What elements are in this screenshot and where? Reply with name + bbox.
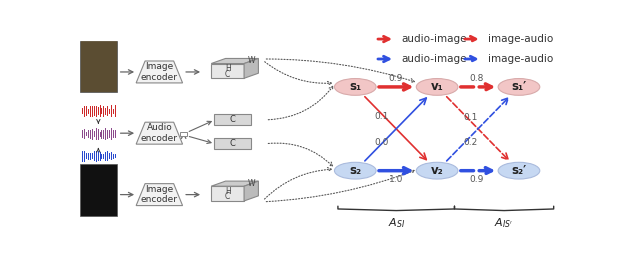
Text: s₂′: s₂′ <box>511 164 527 177</box>
Text: Image
encoder: Image encoder <box>141 185 178 204</box>
Polygon shape <box>211 63 244 78</box>
Text: 0.1: 0.1 <box>374 112 388 121</box>
Text: C: C <box>225 70 230 78</box>
Polygon shape <box>211 59 259 63</box>
Text: W: W <box>248 179 255 188</box>
Text: C: C <box>229 139 236 148</box>
Text: s₁′: s₁′ <box>511 81 527 93</box>
Text: H: H <box>225 187 230 196</box>
Text: v₂: v₂ <box>431 164 444 177</box>
Text: audio-image: audio-image <box>401 54 467 64</box>
Text: C: C <box>225 192 230 201</box>
Text: $A_{IS'}$: $A_{IS'}$ <box>494 217 514 230</box>
Polygon shape <box>136 122 182 144</box>
Polygon shape <box>211 181 259 186</box>
Circle shape <box>335 78 376 95</box>
Text: 1.0: 1.0 <box>388 175 403 184</box>
Text: C: C <box>229 115 236 124</box>
Circle shape <box>498 162 540 179</box>
Text: s₂: s₂ <box>349 164 362 177</box>
Polygon shape <box>244 181 259 201</box>
FancyBboxPatch shape <box>214 138 251 149</box>
Text: s₁: s₁ <box>349 81 362 93</box>
Circle shape <box>335 162 376 179</box>
Text: 0.2: 0.2 <box>464 138 478 147</box>
Text: audio-image: audio-image <box>401 34 467 44</box>
FancyBboxPatch shape <box>81 41 116 92</box>
Text: H: H <box>225 64 230 73</box>
Circle shape <box>416 162 458 179</box>
FancyBboxPatch shape <box>214 114 251 125</box>
FancyBboxPatch shape <box>81 41 117 92</box>
Circle shape <box>498 78 540 95</box>
Circle shape <box>416 78 458 95</box>
Polygon shape <box>136 184 182 206</box>
FancyBboxPatch shape <box>180 132 187 136</box>
Text: image-audio: image-audio <box>488 34 554 44</box>
Text: v₁: v₁ <box>431 81 444 93</box>
Polygon shape <box>244 59 259 78</box>
FancyBboxPatch shape <box>81 164 117 216</box>
Text: Audio
encoder: Audio encoder <box>141 124 178 143</box>
Text: 0.9: 0.9 <box>388 74 403 83</box>
Text: Image
encoder: Image encoder <box>141 62 178 82</box>
Text: 0.0: 0.0 <box>374 138 388 147</box>
Text: 0.1: 0.1 <box>463 113 478 122</box>
Polygon shape <box>211 186 244 201</box>
Text: $A_{SI}$: $A_{SI}$ <box>388 217 405 230</box>
Text: W: W <box>248 56 255 65</box>
Text: 0.9: 0.9 <box>470 175 484 184</box>
Text: image-audio: image-audio <box>488 54 554 64</box>
Text: 0.8: 0.8 <box>470 74 484 83</box>
Polygon shape <box>136 61 182 83</box>
